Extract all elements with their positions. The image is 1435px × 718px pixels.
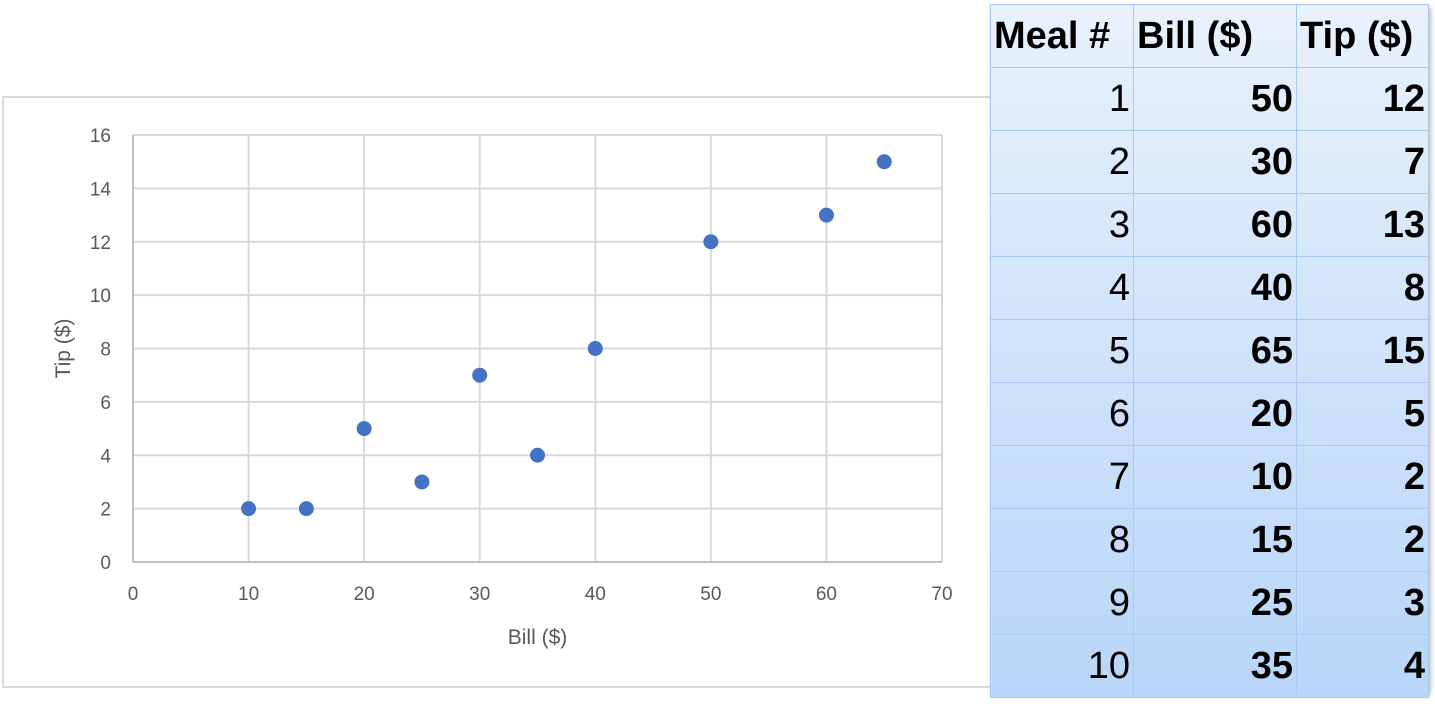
cell-bill: 25 [1133,571,1297,635]
cell-tip: 2 [1296,508,1429,572]
data-table-panel: Meal # Bill ($) Tip ($) 1 50 12 2 30 7 3 60 13 4 4… [990,4,1429,698]
cell-meal: 6 [990,382,1134,446]
table-row: 2 30 7 [990,130,1429,194]
cell-meal: 4 [990,256,1134,320]
cell-meal: 3 [990,193,1134,257]
table-header-row: Meal # Bill ($) Tip ($) [990,4,1429,68]
cell-tip: 13 [1296,193,1429,257]
x-tick-label: 40 [585,584,606,605]
header-meal: Meal # [990,4,1134,68]
cell-meal: 5 [990,319,1134,383]
data-point [241,501,257,517]
data-point [414,474,430,490]
data-point [298,501,314,517]
cell-bill: 20 [1133,382,1297,446]
cell-tip: 15 [1296,319,1429,383]
y-tick-label: 16 [90,126,111,147]
y-tick-label: 0 [100,553,111,574]
y-tick-label: 6 [100,393,111,414]
x-axis-label: Bill ($) [508,626,568,649]
table-row: 10 35 4 [990,634,1429,698]
data-point [356,421,372,437]
cell-tip: 2 [1296,445,1429,509]
cell-tip: 5 [1296,382,1429,446]
y-axis-label: Tip ($) [52,319,75,379]
cell-tip: 7 [1296,130,1429,194]
table-row: 3 60 13 [990,193,1429,257]
x-tick-label: 0 [128,584,139,605]
cell-bill: 10 [1133,445,1297,509]
x-tick-label: 30 [469,584,490,605]
cell-meal: 8 [990,508,1134,572]
cell-bill: 35 [1133,634,1297,698]
table-row: 9 25 3 [990,571,1429,635]
cell-bill: 60 [1133,193,1297,257]
table-row: 8 15 2 [990,508,1429,572]
data-point [587,341,603,356]
scatter-chart: 0 2 4 6 8 10 12 14 16 0 10 20 30 40 50 60 70 Bill ($) Tip … [52,126,953,649]
y-tick-label: 8 [100,340,111,361]
x-tick-label: 10 [238,584,259,605]
y-tick-label: 14 [90,179,112,200]
data-point [876,154,892,170]
cell-bill: 30 [1133,130,1297,194]
cell-tip: 8 [1296,256,1429,320]
table-row: 4 40 8 [990,256,1429,320]
data-point [472,367,488,383]
x-tick-label: 20 [354,584,375,605]
table-row: 5 65 15 [990,319,1429,383]
x-tick-label: 50 [700,584,721,605]
y-tick-label: 12 [90,233,111,254]
cell-bill: 50 [1133,67,1297,131]
data-point [530,447,545,463]
data-point [818,207,834,223]
data-table: Meal # Bill ($) Tip ($) 1 50 12 2 30 7 3 60 13 4 4… [990,4,1429,698]
cell-meal: 2 [990,130,1134,194]
cell-meal: 9 [990,571,1134,635]
y-tick-label: 10 [90,286,111,307]
cell-bill: 65 [1133,319,1297,383]
header-tip: Tip ($) [1296,4,1429,68]
table-row: 7 10 2 [990,445,1429,509]
x-tick-label: 70 [931,584,952,605]
cell-tip: 4 [1296,634,1429,698]
cell-bill: 40 [1133,256,1297,320]
table-row: 1 50 12 [990,67,1429,131]
cell-tip: 12 [1296,67,1429,131]
y-tick-label: 4 [100,446,111,467]
header-bill: Bill ($) [1133,4,1297,68]
table-row: 6 20 5 [990,382,1429,446]
scatter-chart-panel: 0 2 4 6 8 10 12 14 16 0 10 20 30 40 50 60 70 Bill ($) Tip … [2,96,1014,688]
data-point [703,234,719,250]
cell-meal: 7 [990,445,1134,509]
cell-meal: 1 [990,67,1134,131]
cell-bill: 15 [1133,508,1297,572]
y-tick-label: 2 [100,500,111,521]
cell-tip: 3 [1296,571,1429,635]
cell-meal: 10 [990,634,1134,698]
x-tick-label: 60 [816,584,837,605]
